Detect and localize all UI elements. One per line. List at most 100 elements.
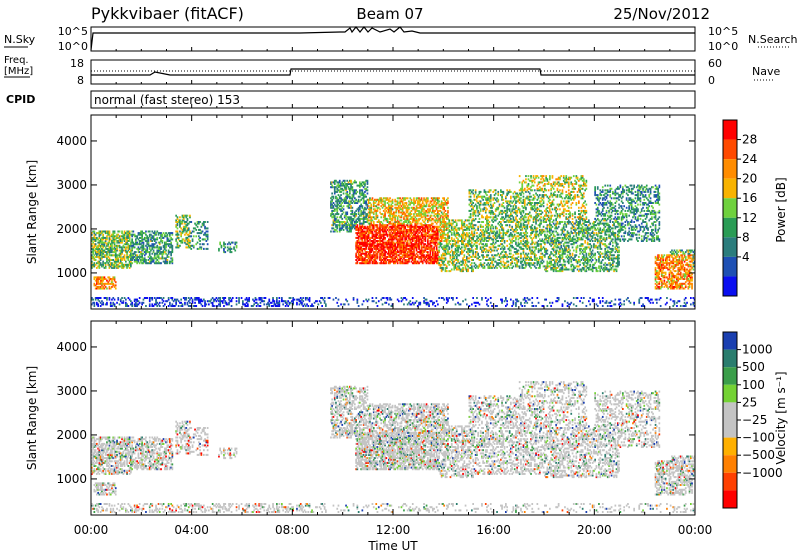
power-cell xyxy=(445,301,448,304)
power-cell xyxy=(467,241,469,244)
power-cell xyxy=(367,219,370,222)
power-cell xyxy=(127,232,130,235)
power-cell xyxy=(455,244,458,247)
power-cell xyxy=(191,244,194,247)
power-cell xyxy=(473,205,476,208)
power-cell xyxy=(388,303,390,306)
power-cell xyxy=(343,187,346,190)
power-cell xyxy=(365,247,367,250)
power-cell xyxy=(423,300,425,303)
power-cell xyxy=(479,235,482,238)
power-cell xyxy=(133,298,136,301)
power-cell xyxy=(268,303,271,306)
power-cell xyxy=(400,228,403,231)
power-cell xyxy=(389,262,391,265)
power-cell xyxy=(469,205,472,208)
power-cell xyxy=(445,266,448,269)
power-cell xyxy=(169,232,171,235)
power-cell xyxy=(111,281,113,284)
power-cell xyxy=(489,194,492,197)
power-cell xyxy=(177,246,180,249)
power-cell xyxy=(336,208,339,211)
power-cell xyxy=(342,192,345,195)
power-cell xyxy=(413,208,415,211)
power-cell xyxy=(435,228,438,231)
power-cell xyxy=(443,260,445,263)
power-cell xyxy=(308,297,311,299)
power-cell xyxy=(203,243,205,246)
power-cell xyxy=(409,211,412,214)
power-cell xyxy=(112,303,115,306)
power-cell xyxy=(99,251,102,254)
power-cell xyxy=(410,257,413,260)
power-cell xyxy=(364,202,366,204)
power-cell xyxy=(185,232,188,235)
power-cell xyxy=(462,262,464,265)
power-cell xyxy=(478,265,481,268)
power-cell xyxy=(437,211,439,214)
power-cell xyxy=(396,262,399,265)
power-cell xyxy=(147,262,150,265)
power-cell xyxy=(478,195,481,198)
power-cell xyxy=(420,206,423,209)
power-cell xyxy=(390,205,393,208)
power-cell xyxy=(333,189,336,192)
power-cell xyxy=(382,297,385,299)
power-cell xyxy=(468,243,471,246)
power-cell xyxy=(389,233,391,236)
power-cell xyxy=(108,230,111,233)
power-cell xyxy=(374,246,376,249)
power-cell xyxy=(369,247,371,250)
power-cell xyxy=(388,241,390,244)
power-cell xyxy=(152,251,155,254)
power-cell xyxy=(350,206,352,209)
power-cell xyxy=(364,227,366,230)
power-cell xyxy=(133,243,136,246)
power-cell xyxy=(130,244,132,247)
power-cell xyxy=(484,238,487,241)
power-cell xyxy=(479,202,482,204)
power-cell xyxy=(498,205,501,208)
freq-tick-top-left: 18 xyxy=(70,57,84,70)
power-cell xyxy=(356,249,359,252)
power-cell xyxy=(389,221,391,223)
power-cell xyxy=(184,303,186,306)
power-cell xyxy=(457,301,459,304)
power-cell xyxy=(196,222,199,225)
power-cell xyxy=(288,297,291,299)
power-cell xyxy=(469,202,472,204)
power-cell xyxy=(440,203,443,206)
power-cell xyxy=(370,228,373,231)
power-cell xyxy=(112,254,115,257)
power-cell xyxy=(448,247,451,250)
power-cell xyxy=(370,216,373,219)
power-cell xyxy=(419,249,422,252)
power-cell xyxy=(165,262,167,265)
power-cell xyxy=(367,255,370,258)
power-cell xyxy=(415,235,418,238)
power-cell xyxy=(364,206,366,209)
power-cell xyxy=(171,249,174,252)
power-cell xyxy=(477,221,479,223)
power-cell xyxy=(414,224,417,227)
power-cell xyxy=(452,219,454,222)
power-cell xyxy=(395,208,398,211)
power-cell xyxy=(440,257,443,260)
power-cell xyxy=(403,247,405,250)
power-cell xyxy=(477,195,479,198)
power-cell xyxy=(443,225,445,228)
power-cell xyxy=(331,195,333,198)
power-cell xyxy=(332,221,335,223)
power-cell xyxy=(385,243,388,246)
power-cell xyxy=(355,202,357,204)
power-cell xyxy=(132,257,135,260)
power-cell xyxy=(156,252,159,255)
power-cell xyxy=(487,190,490,193)
power-cell xyxy=(356,260,359,263)
power-cell xyxy=(332,202,335,204)
power-cell xyxy=(292,301,294,304)
power-cell xyxy=(170,254,172,257)
power-cell xyxy=(435,197,438,200)
power-cell xyxy=(146,249,149,252)
power-cell xyxy=(354,202,356,204)
